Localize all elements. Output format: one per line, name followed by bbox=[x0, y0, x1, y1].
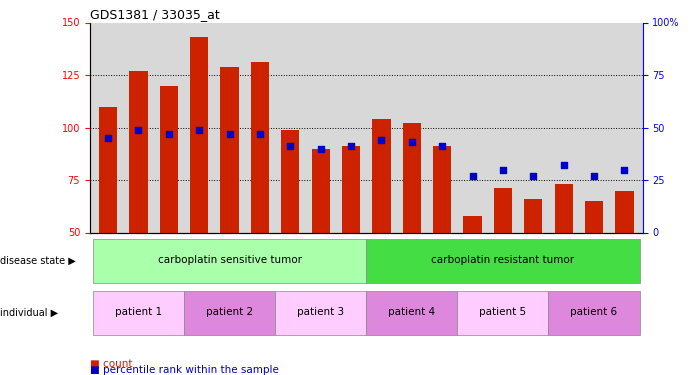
Point bbox=[315, 146, 326, 152]
Point bbox=[163, 131, 174, 137]
Bar bbox=[342, 146, 360, 232]
Bar bbox=[93, 239, 366, 283]
Bar bbox=[585, 201, 603, 232]
Bar bbox=[555, 184, 573, 232]
Text: patient 6: patient 6 bbox=[571, 307, 618, 317]
Bar bbox=[220, 67, 238, 232]
Point bbox=[285, 143, 296, 149]
Point bbox=[346, 143, 357, 149]
Point bbox=[193, 127, 205, 133]
Text: patient 5: patient 5 bbox=[480, 307, 527, 317]
Bar bbox=[184, 291, 275, 335]
Text: patient 4: patient 4 bbox=[388, 307, 435, 317]
Point bbox=[254, 131, 265, 137]
Text: patient 3: patient 3 bbox=[297, 307, 344, 317]
Bar bbox=[524, 199, 542, 232]
Text: disease state ▶: disease state ▶ bbox=[0, 256, 76, 266]
Point bbox=[558, 162, 569, 168]
Point bbox=[498, 166, 509, 172]
Text: carboplatin resistant tumor: carboplatin resistant tumor bbox=[431, 255, 574, 265]
Point bbox=[133, 127, 144, 133]
Bar bbox=[372, 119, 390, 232]
Text: ■ percentile rank within the sample: ■ percentile rank within the sample bbox=[90, 365, 278, 375]
Point bbox=[406, 139, 417, 145]
Bar bbox=[433, 146, 451, 232]
Bar bbox=[190, 37, 208, 232]
Bar bbox=[129, 71, 148, 232]
Bar bbox=[457, 291, 549, 335]
Bar bbox=[615, 190, 634, 232]
Text: individual ▶: individual ▶ bbox=[0, 308, 58, 318]
Bar bbox=[464, 216, 482, 232]
Bar bbox=[93, 291, 184, 335]
Bar bbox=[549, 291, 640, 335]
Point bbox=[619, 166, 630, 172]
Bar bbox=[275, 291, 366, 335]
Text: ■ count: ■ count bbox=[90, 359, 133, 369]
Point bbox=[589, 173, 600, 179]
Bar bbox=[160, 86, 178, 232]
Text: GDS1381 / 33035_at: GDS1381 / 33035_at bbox=[90, 8, 220, 21]
Text: carboplatin sensitive tumor: carboplatin sensitive tumor bbox=[158, 255, 301, 265]
Bar bbox=[494, 188, 512, 232]
Point bbox=[467, 173, 478, 179]
Point bbox=[437, 143, 448, 149]
Bar bbox=[366, 291, 457, 335]
Point bbox=[528, 173, 539, 179]
Text: patient 2: patient 2 bbox=[206, 307, 253, 317]
Bar bbox=[312, 148, 330, 232]
Text: patient 1: patient 1 bbox=[115, 307, 162, 317]
Bar bbox=[281, 130, 299, 232]
Bar bbox=[99, 106, 117, 232]
Bar bbox=[403, 123, 421, 232]
Point bbox=[376, 137, 387, 143]
Bar bbox=[251, 62, 269, 232]
Point bbox=[102, 135, 113, 141]
Point bbox=[224, 131, 235, 137]
Bar bbox=[366, 239, 640, 283]
